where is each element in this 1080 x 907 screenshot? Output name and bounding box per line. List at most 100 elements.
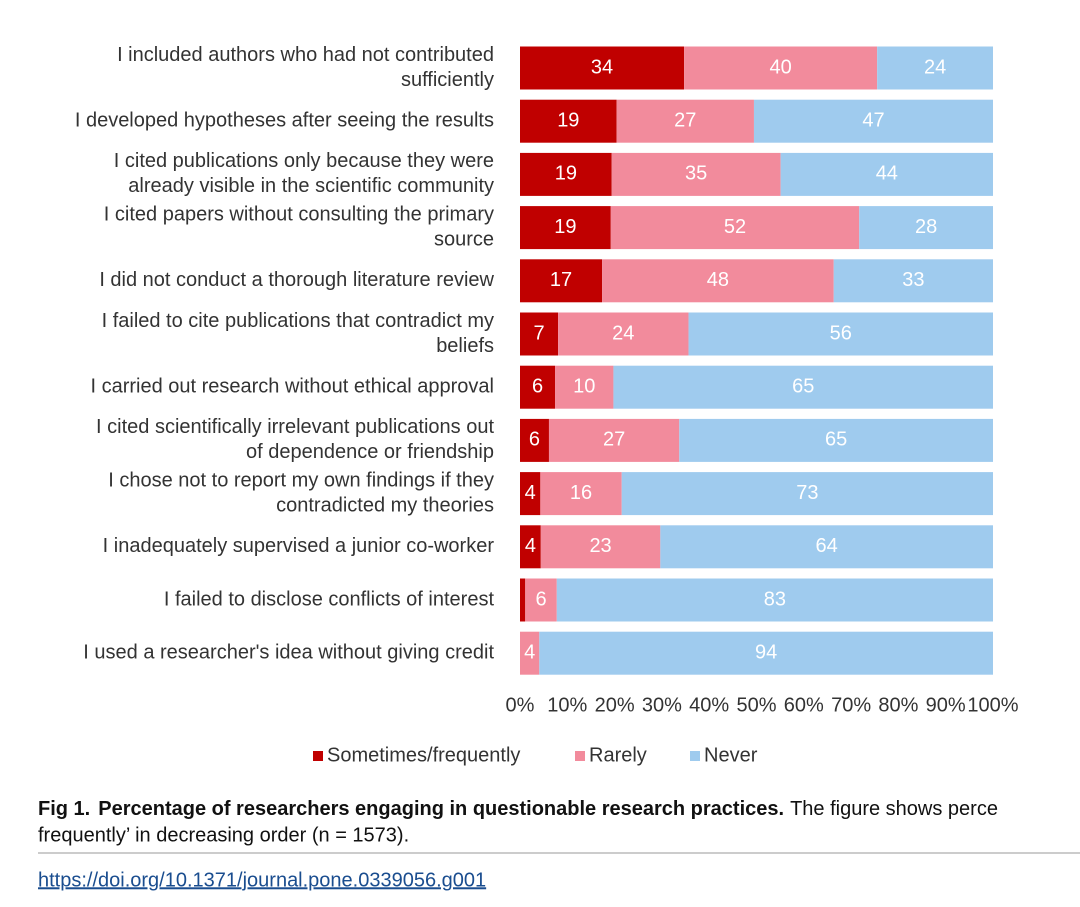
bar-segment [558,312,689,356]
data-label: 52 [724,216,746,238]
bar-segment [684,46,878,90]
bar-segment [621,472,993,516]
bar-segment [520,418,549,462]
data-label: 35 [685,163,707,185]
data-label: 56 [830,322,852,344]
bar-segment [611,152,781,196]
legend-swatch [575,751,585,761]
caption-line-2: frequently’ in decreasing order (n = 157… [38,824,409,846]
bar-segment [520,365,556,409]
category-label: I carried out research without ethical a… [90,375,494,397]
legend-label: Rarely [589,744,647,766]
data-label: 17 [550,269,572,291]
category-label: I cited scientifically irrelevant public… [96,416,494,438]
bar-segment [610,206,860,250]
bar-segment [688,312,993,356]
data-label: 94 [755,641,777,663]
data-label: 65 [825,429,847,451]
data-label: 19 [555,163,577,185]
bar-segment [520,472,541,516]
x-tick-label: 70% [831,694,871,716]
x-tick-label: 90% [926,694,966,716]
bar-segment [540,525,661,569]
data-label: 24 [612,322,634,344]
category-label: I included authors who had not contribut… [117,44,494,66]
category-label: I failed to disclose conflicts of intere… [164,588,495,610]
bar-segment [520,578,526,622]
category-label: I did not conduct a thorough literature … [99,269,494,291]
data-label: 34 [591,56,613,78]
category-label: I cited publications only because they w… [114,150,494,172]
x-tick-label: 100% [967,694,1018,716]
bar-segment [520,525,541,569]
category-label: already visible in the scientific commun… [128,175,494,197]
bar-segment [660,525,993,569]
x-tick-label: 60% [784,694,824,716]
data-label: 23 [589,535,611,557]
data-label: 47 [862,109,884,131]
x-tick-label: 50% [736,694,776,716]
data-label: 19 [557,109,579,131]
data-label: 16 [570,482,592,504]
bar-segment [520,46,685,90]
data-label: 27 [674,109,696,131]
data-label: 27 [603,429,625,451]
x-tick-label: 40% [689,694,729,716]
data-label: 44 [876,163,898,185]
data-label: 28 [915,216,937,238]
category-label: of dependence or friendship [246,441,494,463]
bar-segment [520,312,559,356]
bar-segment [520,152,612,196]
data-label: 24 [924,56,946,78]
bar-segment [540,472,622,516]
bar-segment [833,259,993,303]
bar-segment [555,365,614,409]
x-tick-label: 30% [642,694,682,716]
data-label: 83 [764,588,786,610]
data-label: 6 [532,375,543,397]
data-label: 64 [816,535,838,557]
data-label: 40 [770,56,792,78]
bar-segment [780,152,993,196]
category-label: I inadequately supervised a junior co-wo… [103,535,495,557]
category-label: I failed to cite publications that contr… [102,310,494,332]
legend-label: Sometimes/frequently [327,744,520,766]
category-label: contradicted my theories [276,494,494,516]
legend-label: Never [704,744,758,766]
data-label: 7 [533,322,544,344]
bar-segment [520,259,603,303]
category-label: I developed hypotheses after seeing the … [75,109,494,131]
x-tick-label: 80% [878,694,918,716]
bar-segment [556,578,993,622]
x-tick-label: 20% [595,694,635,716]
data-label: 4 [525,482,536,504]
doi-link[interactable]: https://doi.org/10.1371/journal.pone.033… [38,869,486,891]
data-label: 4 [524,641,535,663]
caption-label: Fig 1. [38,798,90,820]
category-label: I used a researcher's idea without givin… [83,641,494,663]
bar-segment [616,99,754,143]
bar-segment [602,259,834,303]
bar-segment [525,578,557,622]
data-label: 48 [707,269,729,291]
category-label: I cited papers without consulting the pr… [104,203,494,225]
data-label: 65 [792,375,814,397]
data-label: 4 [525,535,536,557]
data-label: 10 [573,375,595,397]
bar-segment [520,206,611,250]
data-label: 33 [902,269,924,291]
x-tick-label: 10% [547,694,587,716]
bar-segment [613,365,993,409]
bar-segment [859,206,993,250]
caption-text: The figure shows perce [790,798,998,820]
bar-segment [520,631,540,675]
bar-segment [539,631,993,675]
category-label: I chose not to report my own findings if… [108,469,494,491]
legend-swatch [690,751,700,761]
category-label: sufficiently [401,69,494,91]
legend-swatch [313,751,323,761]
data-label: 6 [529,429,540,451]
bar-segment [753,99,993,143]
data-label: 73 [796,482,818,504]
